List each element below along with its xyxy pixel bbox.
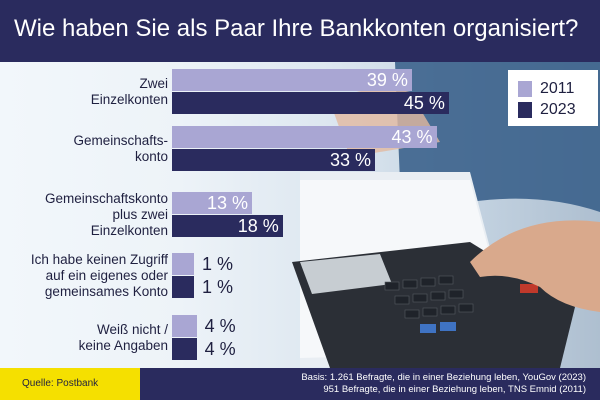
bar-2011 — [172, 253, 194, 275]
category-label: Weiß nicht / keine Angaben — [0, 322, 168, 354]
header-banner: Wie haben Sie als Paar Ihre Bankkonten o… — [0, 0, 600, 62]
bar-2023 — [172, 215, 283, 237]
category-label-line: konto — [134, 148, 168, 164]
data-label-2023: 33 % — [330, 150, 372, 170]
basis-line-1: Basis: 1.261 Befragte, die in einer Bezi… — [301, 372, 586, 383]
data-label-2023: 18 % — [237, 216, 279, 236]
bar-2011 — [172, 192, 252, 214]
legend-swatch-2023 — [518, 102, 532, 118]
category-label-line: Einzelkonten — [90, 222, 168, 238]
category-label-line: Einzelkonten — [90, 91, 168, 107]
category-label: Gemeinschaftskonto plus zwei Einzelkonten — [0, 191, 168, 239]
basis-line-2: 951 Befragte, die in einer Beziehung leb… — [323, 384, 586, 395]
data-label-2011: 1 % — [202, 254, 234, 274]
data-label-2023: 1 % — [202, 277, 234, 297]
category-label-line: Gemeinschaftskonto — [44, 190, 168, 206]
bar-2023 — [172, 149, 376, 171]
bar-2023 — [172, 276, 194, 298]
bar-2011 — [172, 126, 437, 148]
category-label-line: auf ein eigenes oder — [45, 267, 168, 283]
data-label-2011: 43 % — [391, 127, 433, 147]
legend-label-2023: 2023 — [540, 101, 576, 118]
legend-label-2011: 2011 — [540, 80, 575, 97]
category-label-line: Gemeinschafts- — [73, 132, 168, 148]
category-label-line: Weiß nicht / — [96, 321, 168, 337]
data-label-2011: 39 % — [366, 70, 408, 90]
category-label: Gemeinschafts-konto — [0, 133, 168, 165]
data-label-2011: 13 % — [206, 193, 248, 213]
bar-2011 — [172, 315, 197, 337]
legend-swatch-2011 — [518, 81, 532, 97]
category-label-line: gemeinsames Konto — [44, 283, 168, 299]
basis-note: Basis: 1.261 Befragte, die in einer Bezi… — [301, 372, 586, 396]
bar-2011 — [172, 69, 412, 91]
legend: 2011 2023 — [508, 70, 598, 126]
category-label-line: plus zwei — [112, 206, 168, 222]
category-label-line: Ich habe keinen Zugriff — [30, 251, 168, 267]
category-label: Zwei Einzelkonten — [0, 76, 168, 108]
data-label-2023: 4 % — [204, 339, 236, 359]
bar-2023 — [172, 92, 449, 114]
source-label: Quelle: Postbank — [0, 368, 140, 400]
chart-title: Wie haben Sie als Paar Ihre Bankkonten o… — [14, 15, 579, 42]
category-label-line: keine Angaben — [78, 337, 168, 353]
bar-2023 — [172, 338, 197, 360]
category-label: Ich habe keinen Zugriff auf ein eigenes o… — [0, 252, 168, 300]
data-label-2023: 45 % — [403, 93, 445, 113]
data-label-2011: 4 % — [204, 316, 236, 336]
category-label-line: Zwei — [139, 75, 168, 91]
